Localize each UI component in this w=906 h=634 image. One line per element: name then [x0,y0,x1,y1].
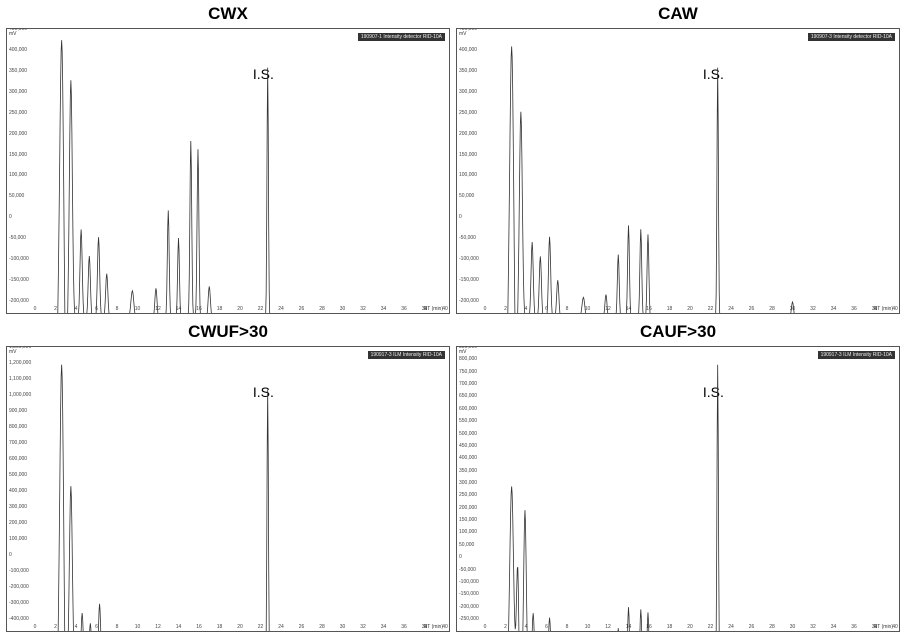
y-tick: -50,000 [459,567,476,573]
y-axis-ticks: -200,000 -150,000 -100,000 -50,000 0 50,000 10… [457,29,485,301]
y-tick: -100,000 [9,256,29,262]
y-tick: 1,100,000 [9,376,31,382]
panel-cwx: CWX mV 190907-1 Intensity detector RID-1… [6,2,450,314]
y-tick: 1,200,000 [9,360,31,366]
y-tick: 100,000 [9,172,27,178]
y-tick: 200,000 [459,505,477,511]
y-tick: 700,000 [9,440,27,446]
y-tick: 400,000 [9,47,27,53]
chromatogram-trace [485,35,895,314]
y-tick: -200,000 [9,584,29,590]
y-tick: 200,000 [9,520,27,526]
plot-area: mV 190907-1 Intensity detector RID-10A I… [6,28,450,314]
y-tick: 400,000 [459,47,477,53]
y-tick: -200,000 [459,604,479,610]
y-tick: 800,000 [9,424,27,430]
panel-title: CAW [456,2,900,28]
y-tick: -200,000 [9,298,29,304]
y-tick: -100,000 [459,579,479,585]
y-tick: -100,000 [9,568,29,574]
y-tick: 500,000 [459,431,477,437]
y-tick: 700,000 [459,381,477,387]
y-tick: 550,000 [459,418,477,424]
plot-area: mV 190907-3 Intensity detector RID-10A I… [456,28,900,314]
y-tick: 450,000 [459,28,477,32]
y-tick: 400,000 [459,455,477,461]
chromatogram-trace [35,353,445,632]
plot-area: mV 190917-3 ILM Intensity RID-10A I.S. -… [456,346,900,632]
y-tick: 850,000 [459,346,477,350]
y-tick: 50,000 [459,193,474,199]
y-tick: -100,000 [459,256,479,262]
chart-grid: CWX mV 190907-1 Intensity detector RID-1… [0,0,906,634]
y-tick: -150,000 [459,591,479,597]
panel-cwuf: CWUF>30 mV 190917-3 ILM Intensity RID-10… [6,320,450,632]
panel-title: CWUF>30 [6,320,450,346]
y-tick: 300,000 [459,480,477,486]
y-tick: 150,000 [459,517,477,523]
y-axis-ticks: -200,000 -150,000 -100,000 -50,000 0 50,000 10… [7,29,35,301]
y-tick: 1,000,000 [9,392,31,398]
y-tick: -250,000 [459,616,479,622]
y-tick: -200,000 [459,298,479,304]
y-tick: -50,000 [9,235,26,241]
y-axis-ticks: -250,000 -200,000 -150,000 -100,000 -50,000 0… [457,347,485,619]
y-tick: 0 [9,552,12,558]
y-tick: 500,000 [9,472,27,478]
y-tick: 350,000 [459,68,477,74]
y-tick: 800,000 [459,356,477,362]
y-tick: 150,000 [9,152,27,158]
x-axis-label: RT (min) [874,306,893,312]
y-tick: 900,000 [9,408,27,414]
y-tick: -150,000 [459,277,479,283]
y-tick: 0 [459,214,462,220]
y-tick: 50,000 [459,542,474,548]
y-tick: 100,000 [9,536,27,542]
panel-caw: CAW mV 190907-3 Intensity detector RID-1… [456,2,900,314]
y-tick: 50,000 [9,193,24,199]
y-tick: 450,000 [459,443,477,449]
y-tick: 250,000 [9,110,27,116]
x-axis-label: RT (min) [424,624,443,630]
x-axis-label: RT (min) [874,624,893,630]
y-tick: 200,000 [459,131,477,137]
chromatogram-trace [485,353,895,632]
y-tick: -50,000 [459,235,476,241]
y-tick: 400,000 [9,488,27,494]
y-tick: 350,000 [9,68,27,74]
y-tick: 300,000 [9,89,27,95]
y-tick: -400,000 [9,616,29,622]
panel-title: CAUF>30 [456,320,900,346]
x-axis-label: RT (min) [424,306,443,312]
y-tick: 200,000 [9,131,27,137]
y-tick: 0 [9,214,12,220]
panel-cauf: CAUF>30 mV 190917-3 ILM Intensity RID-10… [456,320,900,632]
y-tick: 300,000 [9,504,27,510]
y-tick: 100,000 [459,529,477,535]
y-axis-ticks: -400,000 -300,000 -200,000 -100,000 0 100,000… [7,347,35,619]
y-tick: 650,000 [459,393,477,399]
y-tick: 300,000 [459,89,477,95]
y-tick: 0 [459,554,462,560]
y-tick: 600,000 [459,406,477,412]
y-tick: 100,000 [459,172,477,178]
panel-title: CWX [6,2,450,28]
y-tick: -150,000 [9,277,29,283]
chromatogram-trace [35,35,445,314]
y-tick: 250,000 [459,110,477,116]
y-tick: 250,000 [459,492,477,498]
y-tick: 1,300,000 [9,346,31,350]
y-tick: 350,000 [459,468,477,474]
plot-area: mV 190917-3 ILM Intensity RID-10A I.S. -… [6,346,450,632]
y-tick: 450,000 [9,28,27,32]
y-tick: 600,000 [9,456,27,462]
y-tick: -300,000 [9,600,29,606]
y-tick: 750,000 [459,369,477,375]
y-tick: 150,000 [459,152,477,158]
